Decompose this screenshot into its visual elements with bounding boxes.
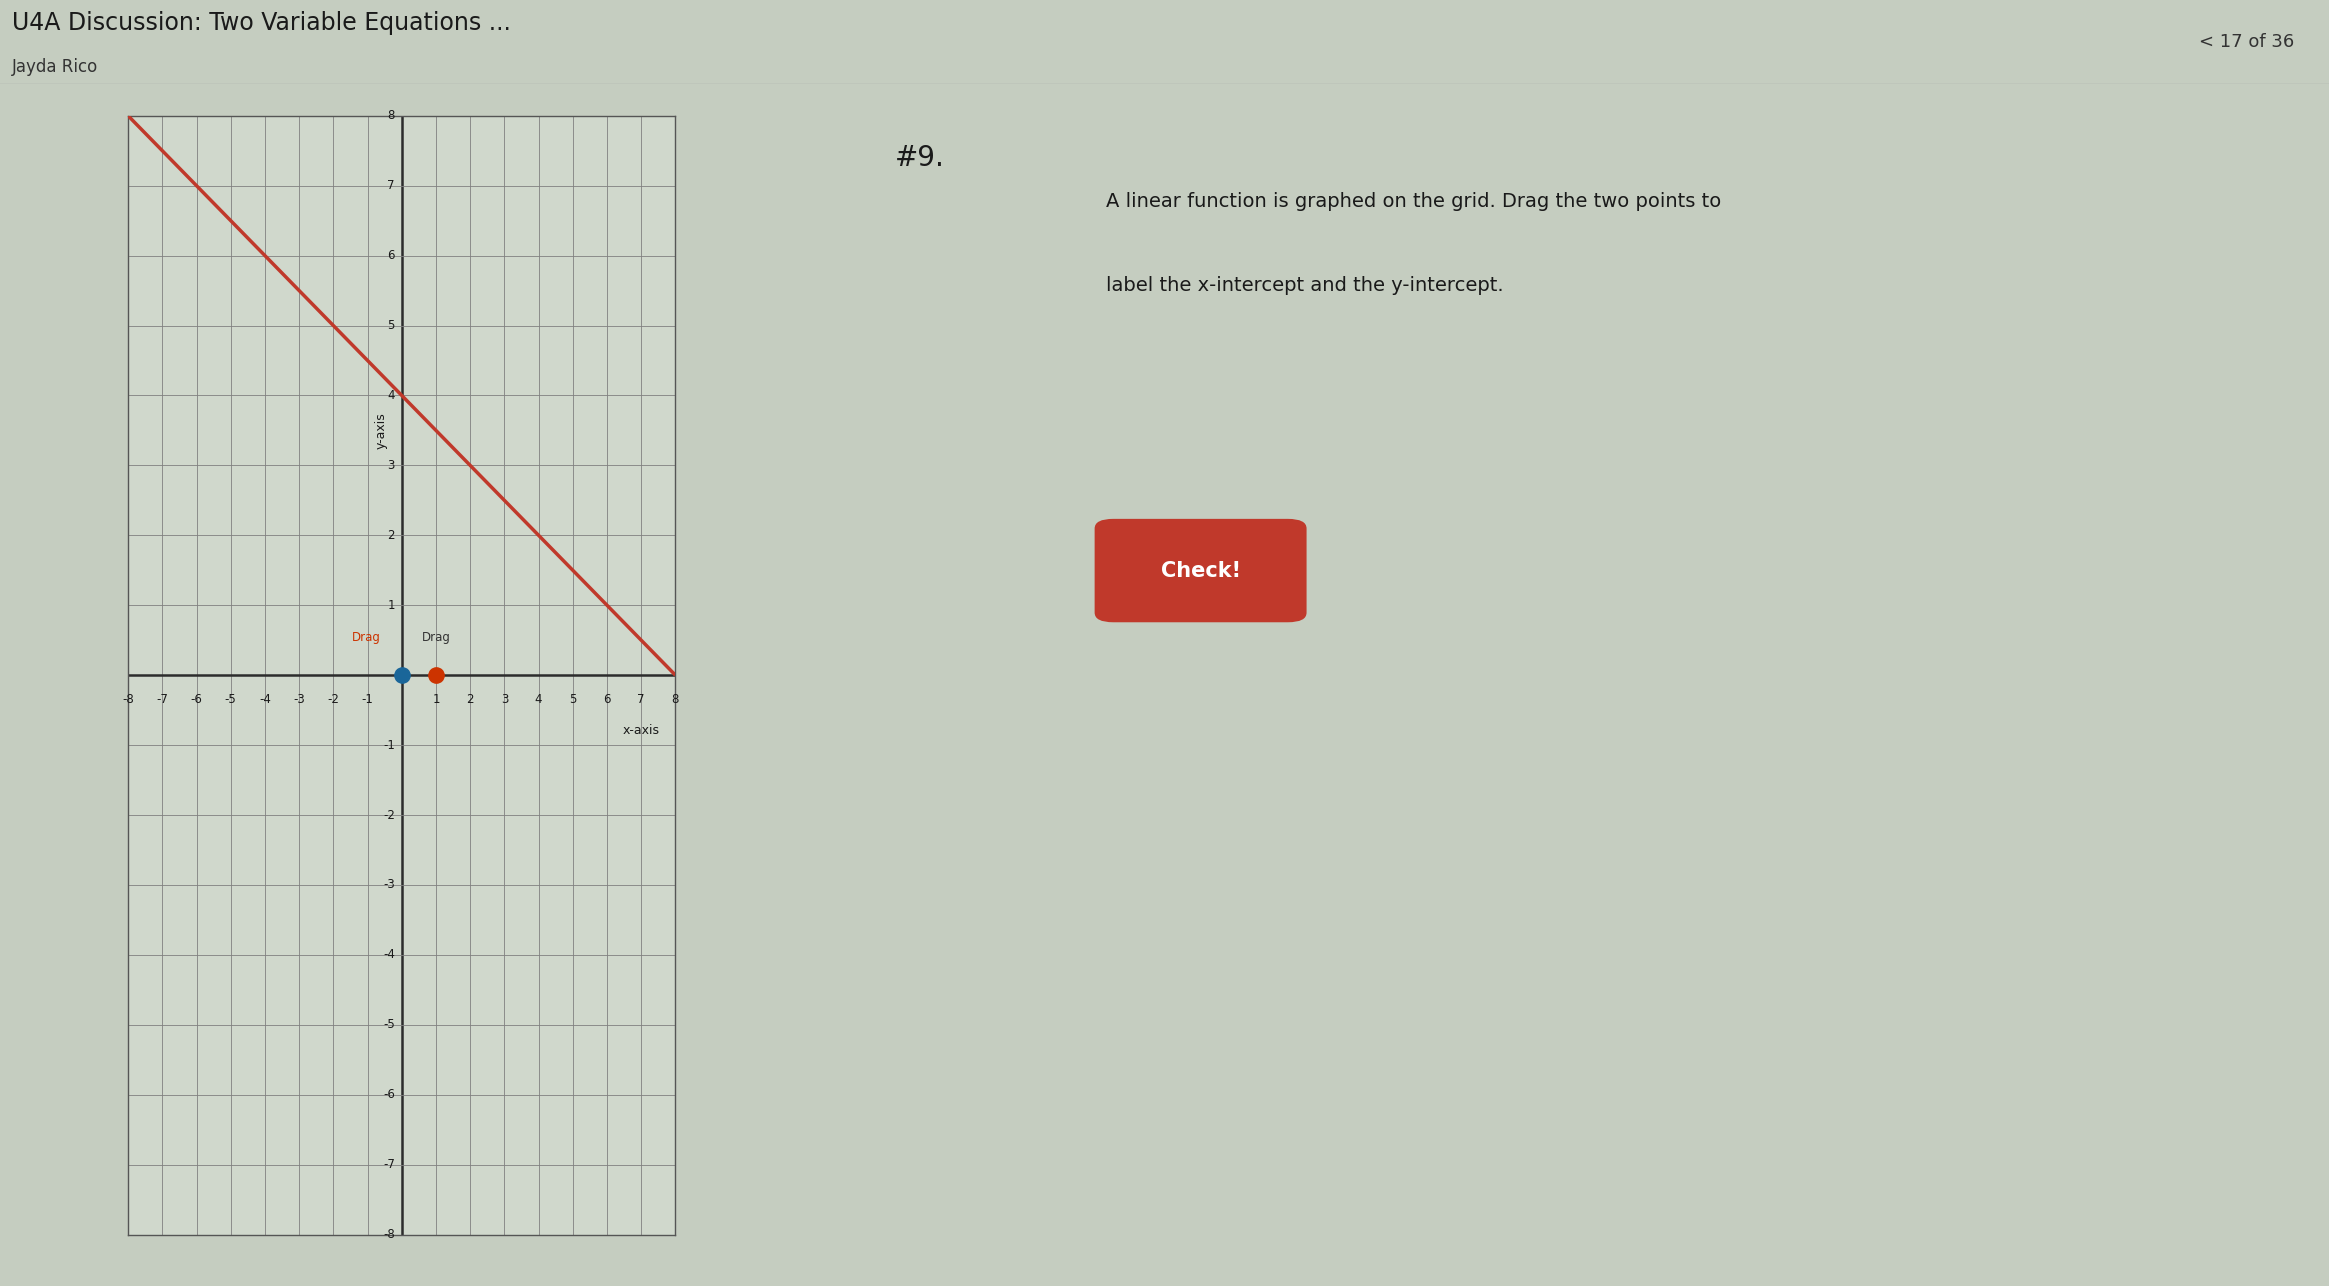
Text: Drag: Drag bbox=[422, 630, 452, 644]
Text: -1: -1 bbox=[382, 738, 396, 751]
Text: Check!: Check! bbox=[1160, 561, 1241, 580]
Text: -7: -7 bbox=[156, 693, 168, 706]
Text: y-axis: y-axis bbox=[375, 412, 387, 449]
Text: -8: -8 bbox=[384, 1228, 396, 1241]
Text: -5: -5 bbox=[226, 693, 238, 706]
Text: 2: 2 bbox=[387, 529, 396, 541]
Text: 8: 8 bbox=[671, 693, 680, 706]
Text: 6: 6 bbox=[603, 693, 610, 706]
Text: 1: 1 bbox=[433, 693, 440, 706]
Text: -2: -2 bbox=[328, 693, 340, 706]
Text: Drag: Drag bbox=[352, 630, 382, 644]
Text: 7: 7 bbox=[387, 179, 396, 192]
Text: 1: 1 bbox=[387, 599, 396, 612]
Text: A linear function is graphed on the grid. Drag the two points to: A linear function is graphed on the grid… bbox=[1106, 192, 1721, 211]
Text: -7: -7 bbox=[382, 1159, 396, 1172]
Text: 6: 6 bbox=[387, 249, 396, 262]
Text: 4: 4 bbox=[536, 693, 543, 706]
Text: 4: 4 bbox=[387, 388, 396, 403]
Text: Jayda Rico: Jayda Rico bbox=[12, 58, 98, 76]
Text: -3: -3 bbox=[384, 878, 396, 891]
Text: -6: -6 bbox=[382, 1088, 396, 1101]
Text: 5: 5 bbox=[568, 693, 578, 706]
Text: -4: -4 bbox=[382, 948, 396, 962]
Text: -1: -1 bbox=[361, 693, 373, 706]
Text: -8: -8 bbox=[121, 693, 135, 706]
Text: -6: -6 bbox=[191, 693, 203, 706]
Text: 8: 8 bbox=[387, 109, 396, 122]
Text: 3: 3 bbox=[501, 693, 508, 706]
Text: -2: -2 bbox=[382, 809, 396, 822]
Text: 3: 3 bbox=[387, 459, 396, 472]
Text: -4: -4 bbox=[259, 693, 270, 706]
Text: 2: 2 bbox=[466, 693, 473, 706]
Text: #9.: #9. bbox=[894, 144, 946, 172]
Text: 5: 5 bbox=[387, 319, 396, 332]
FancyBboxPatch shape bbox=[1095, 518, 1307, 622]
Text: 7: 7 bbox=[638, 693, 645, 706]
Text: x-axis: x-axis bbox=[622, 724, 659, 737]
Text: U4A Discussion: Two Variable Equations ...: U4A Discussion: Two Variable Equations .… bbox=[12, 12, 510, 36]
Text: < 17 of 36: < 17 of 36 bbox=[2199, 33, 2294, 50]
Text: label the x-intercept and the y-intercept.: label the x-intercept and the y-intercep… bbox=[1106, 276, 1505, 294]
Text: -5: -5 bbox=[384, 1019, 396, 1031]
Text: -3: -3 bbox=[293, 693, 305, 706]
